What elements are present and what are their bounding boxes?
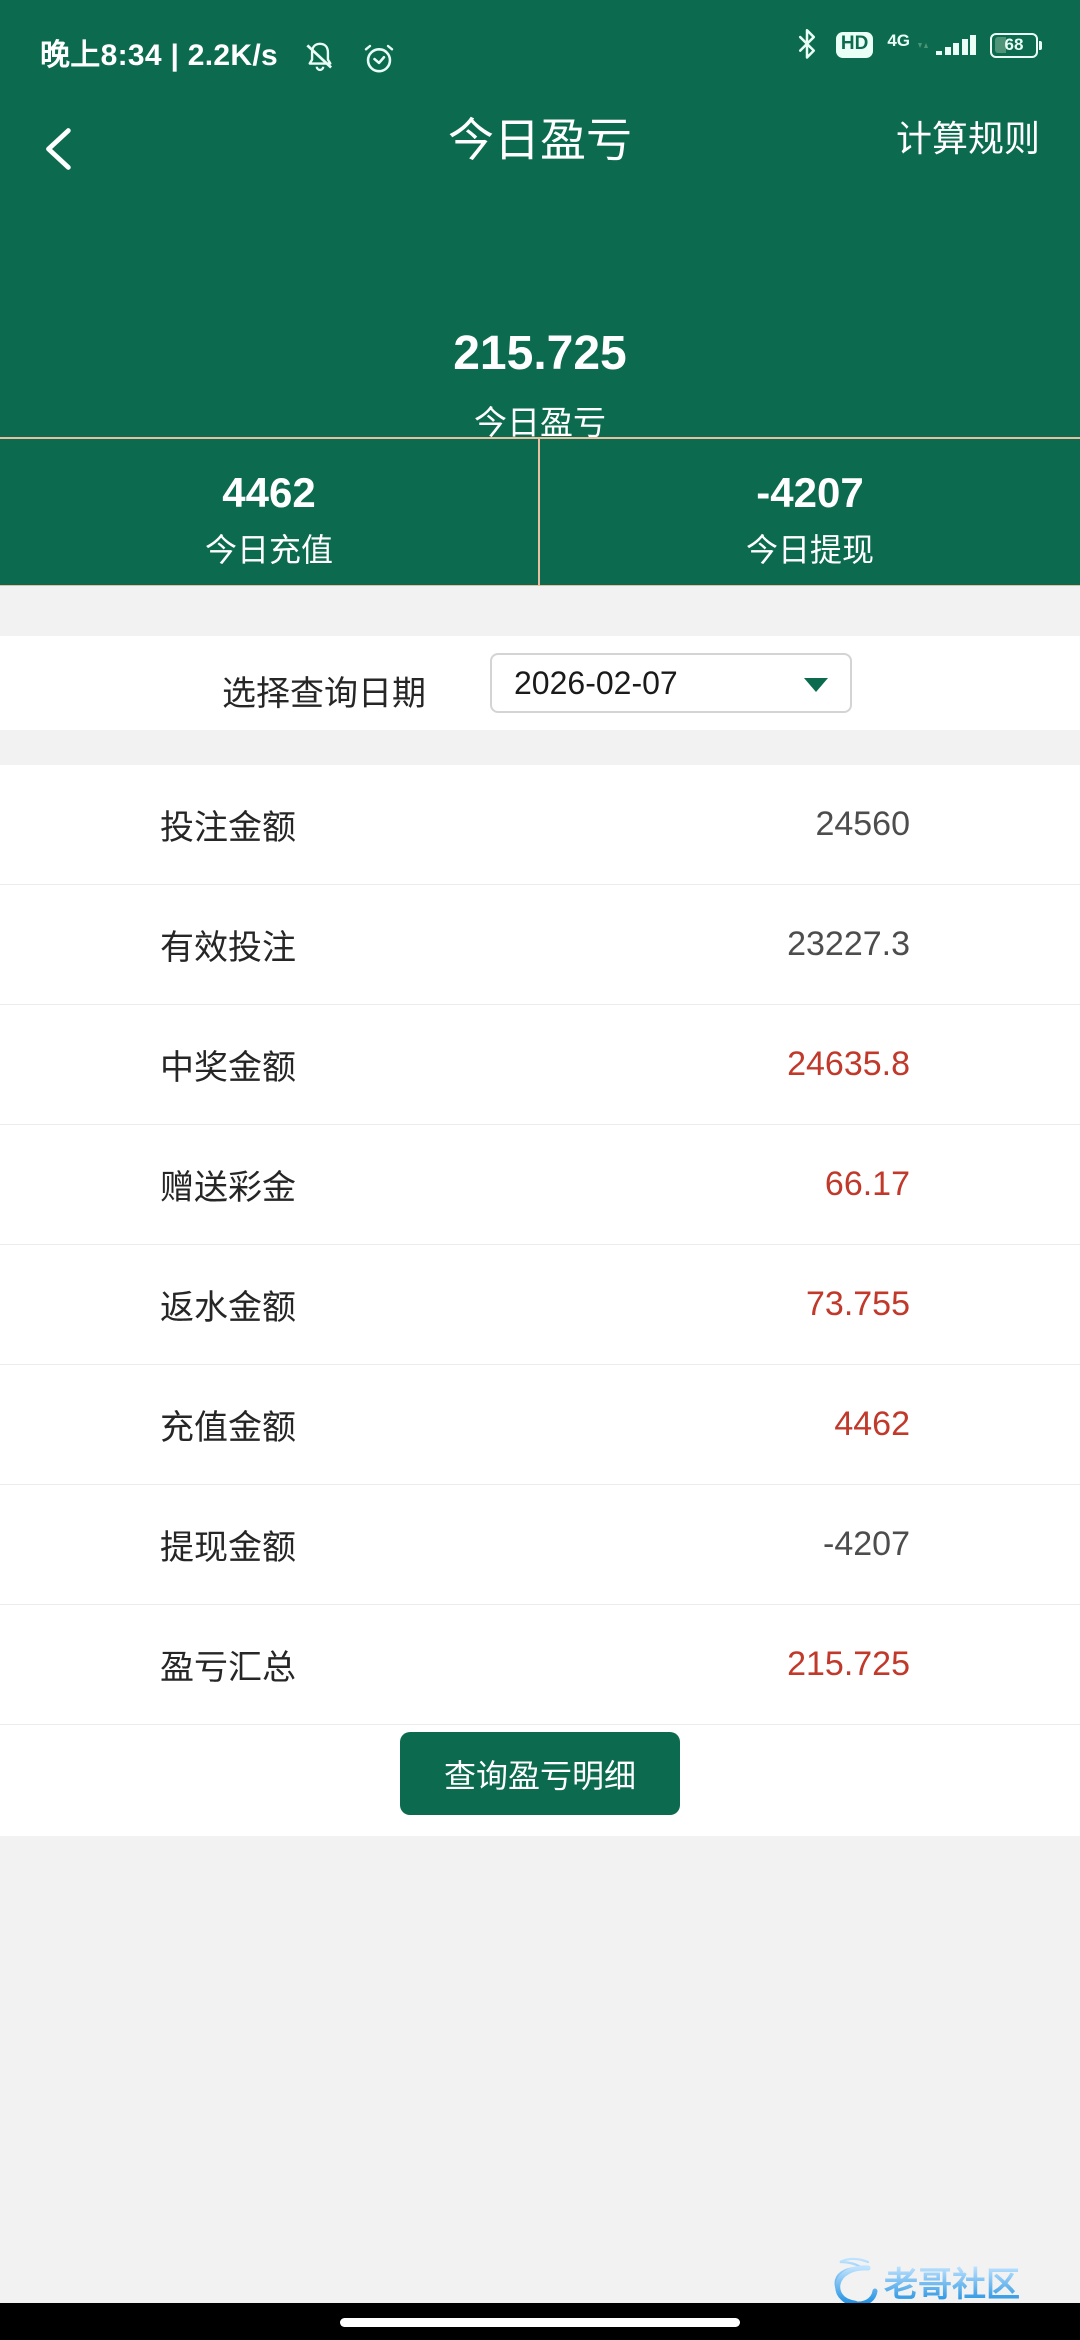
svg-text:老哥社区: 老哥社区: [884, 2266, 1020, 2304]
